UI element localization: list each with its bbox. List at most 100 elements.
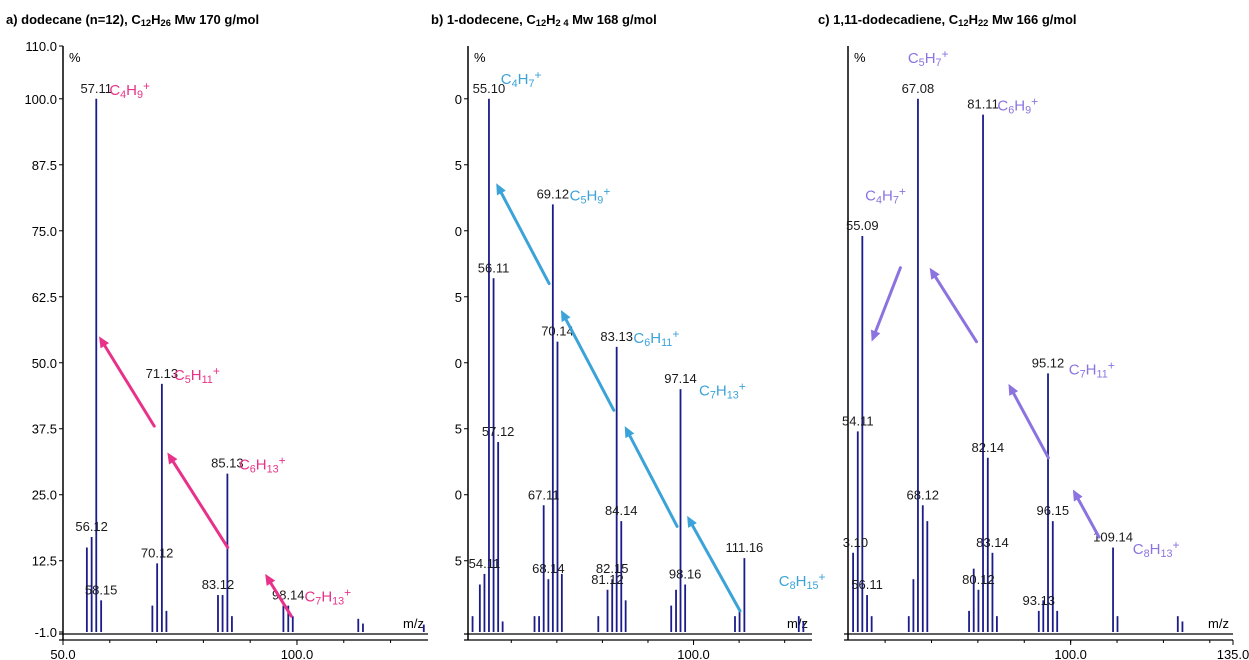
peak-label: 93.13	[1023, 593, 1056, 608]
peak-label: 80.12	[962, 572, 995, 587]
peak-label: 56.12	[75, 519, 108, 534]
formula-part: +	[143, 79, 150, 93]
formula-part: 11	[202, 374, 213, 386]
fragmentation-arrow	[1012, 392, 1050, 460]
peak-label: 96.15	[1037, 503, 1070, 518]
peak-label: 85.13	[211, 456, 244, 471]
fragmentation-arrow-head	[870, 329, 881, 342]
ion-formula: C4H9+	[109, 79, 150, 101]
peak-label: 82.15	[596, 561, 629, 576]
y-tick-label: 5	[455, 290, 462, 305]
formula-part: C	[131, 12, 141, 27]
formula-part: +	[1173, 538, 1180, 552]
formula-part: +	[213, 364, 220, 378]
y-tick-label: 50.0	[32, 356, 57, 371]
formula-part: C	[526, 12, 536, 27]
formula-part: C	[304, 589, 315, 606]
formula-part: H	[1086, 362, 1097, 379]
formula-part: +	[279, 454, 286, 468]
peak-label: 55.09	[846, 218, 879, 233]
formula-part: 13	[727, 389, 739, 401]
formula-part: 11	[661, 337, 672, 349]
formula-part: 9	[137, 89, 143, 101]
peak-label: 54.11	[842, 413, 874, 428]
y-tick-label: 5	[455, 422, 462, 437]
x-tick-label: 100.0	[1054, 647, 1087, 660]
peak-label: 97.14	[664, 371, 697, 386]
fragmentation-arrow	[564, 318, 616, 412]
fragmentation-arrow-head	[496, 183, 506, 196]
peak-label: 67.11	[528, 487, 560, 502]
formula-part: C	[174, 367, 185, 384]
formula-part: 12	[958, 18, 968, 28]
y-tick-label: 25.0	[32, 488, 57, 503]
formula-part: 6	[1008, 104, 1014, 116]
ion-formula: C7H11+	[1069, 359, 1115, 381]
formula-part: H	[650, 330, 661, 347]
formula-part: 11	[1096, 368, 1107, 380]
peak-label: 55.10	[473, 81, 506, 96]
fragmentation-arrow-head	[560, 309, 571, 323]
y-tick-label: 100.0	[24, 92, 57, 107]
ion-formula: C6H11+	[633, 327, 679, 349]
formula-part: 13	[1161, 548, 1173, 560]
x-tick-label: 100.0	[281, 647, 314, 660]
panel-title: b) 1-dodecene, C12H2 4 Mw 168 g/mol	[431, 12, 657, 28]
y-tick-label: 75.0	[32, 224, 57, 239]
peak-label: 68.12	[907, 487, 940, 502]
spectrum-panel-c: c) 1,11-dodecadiene, C12H22 Mw 166 g/mol…	[818, 12, 1249, 660]
formula-part: H	[1014, 98, 1025, 115]
formula-part: +	[535, 68, 542, 82]
x-tick-label: 135.0	[1217, 647, 1249, 660]
fragmentation-arrow-head	[624, 426, 635, 439]
panel-title-name: b) 1-dodecene,	[431, 12, 526, 27]
formula-part: H	[969, 12, 978, 27]
formula-part: 7	[1080, 368, 1086, 380]
ion-formula: C5H9+	[570, 185, 611, 207]
fragmentation-arrow-head	[265, 573, 276, 586]
formula-part: H	[191, 367, 202, 384]
peak-label: 109.14	[1093, 530, 1133, 545]
formula-part: 7	[893, 194, 899, 206]
formula-part: 4	[512, 78, 518, 90]
peak-label: 84.14	[605, 503, 638, 518]
y-tick-label: 5	[455, 158, 462, 173]
fragmentation-arrow-head	[167, 452, 178, 465]
formula-part: 2 4	[556, 18, 570, 28]
panel-title-mw: Mw 166 g/mol	[988, 12, 1076, 27]
peak-label: 56.11	[478, 260, 510, 275]
formula-part: H	[546, 12, 555, 27]
formula-part: +	[899, 185, 906, 199]
ion-formula: C5H11+	[174, 364, 220, 386]
peak-label: 56.11	[851, 577, 883, 592]
fragmentation-arrow	[1076, 497, 1101, 539]
y-tick-label: 0	[455, 224, 462, 239]
formula-part: 8	[790, 580, 796, 592]
spectrum-panel-b: b) 1-dodecene, C12H2 4 Mw 168 g/mol05050…	[431, 12, 825, 660]
formula-part: C	[1069, 362, 1080, 379]
panel-title: a) dodecane (n=12), C12H26 Mw 170 g/mol	[6, 12, 259, 28]
peak-label: 111.16	[725, 540, 763, 555]
x-axis-label: m/z	[1208, 616, 1229, 631]
panel-title-mw: Mw 168 g/mol	[569, 12, 657, 27]
peak-label: 81.12	[591, 572, 624, 587]
ion-formula: C8H15+	[779, 570, 826, 592]
formula-part: +	[739, 380, 746, 394]
x-tick-label: 100.0	[677, 647, 710, 660]
formula-part: C	[633, 330, 644, 347]
panel-title-name: a) dodecane (n=12),	[6, 12, 131, 27]
y-tick-label: 5	[455, 554, 462, 569]
fragmentation-arrow-head	[1008, 383, 1019, 396]
formula-part: H	[518, 71, 529, 88]
y-tick-label: 110.0	[25, 39, 57, 54]
peak-label: 83.12	[202, 577, 235, 592]
fragmentation-arrow	[103, 344, 156, 428]
formula-part: H	[256, 457, 267, 474]
formula-part: H	[925, 50, 936, 67]
formula-part: 22	[978, 18, 988, 28]
formula-part: H	[586, 187, 597, 204]
peak-label: 70.12	[141, 545, 174, 560]
x-axis-label: m/z	[787, 616, 808, 631]
formula-part: 12	[141, 18, 151, 28]
formula-part: 5	[580, 194, 586, 206]
